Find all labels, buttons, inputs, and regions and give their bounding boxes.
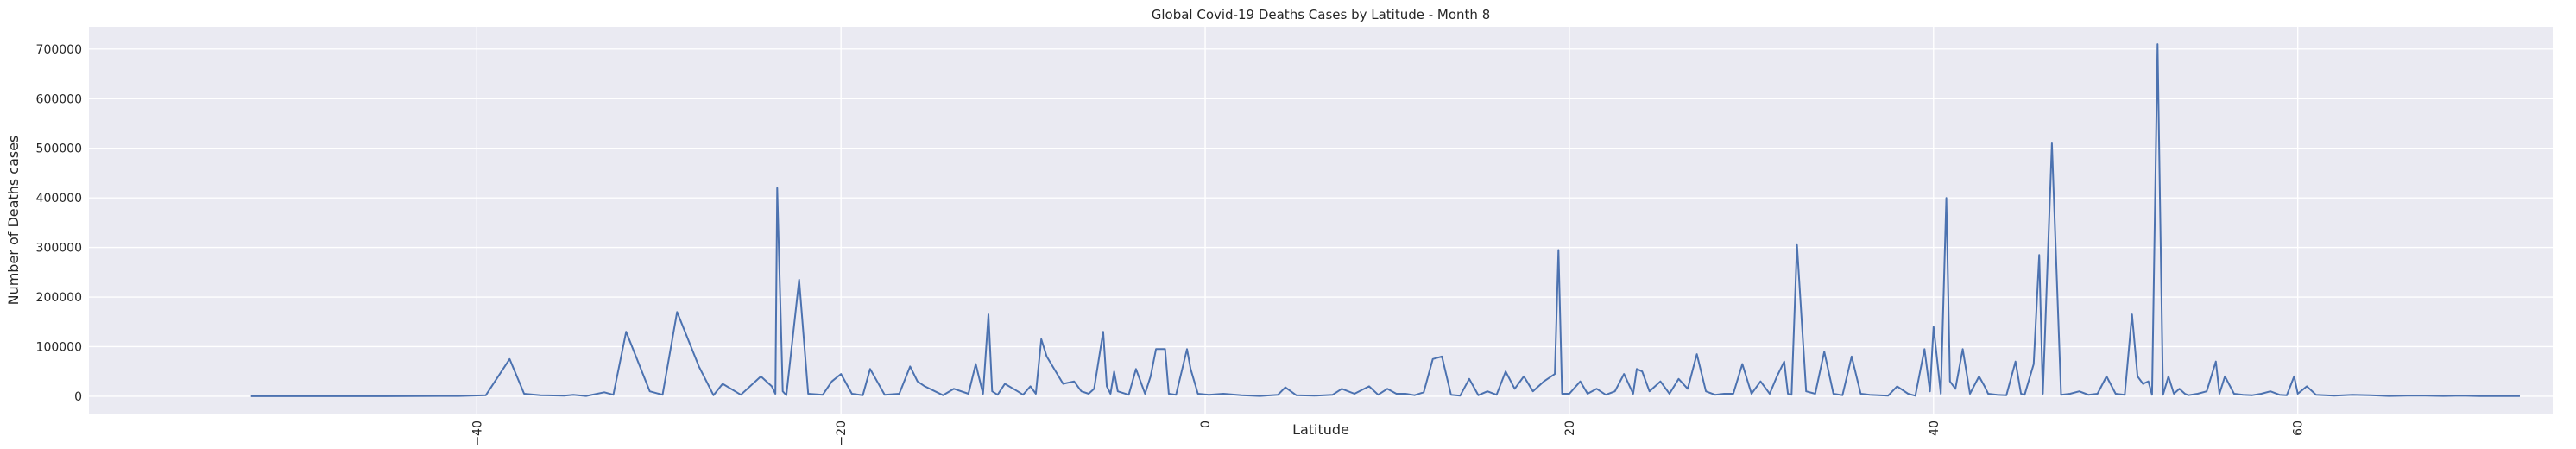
x-tick-labels: −40 −20 0 20 40 60: [470, 421, 2305, 446]
x-tick-label: 20: [1563, 421, 1577, 436]
gridlines: [89, 27, 2553, 414]
x-tick-label: −20: [835, 421, 849, 446]
y-tick-label: 500000: [36, 142, 82, 156]
series-line: [250, 43, 2521, 397]
y-tick-label: 300000: [36, 242, 82, 256]
x-tick-label: 60: [2292, 421, 2306, 436]
y-tick-labels: 0 100000 200000 300000 400000 500000 600000 700…: [36, 43, 82, 404]
plot-background: [89, 27, 2553, 414]
x-axis-label: Latitude: [1292, 421, 1349, 438]
y-tick-label: 200000: [36, 291, 82, 305]
y-tick-label: 400000: [36, 192, 82, 206]
y-tick-label: 700000: [36, 43, 82, 57]
x-tick-label: −40: [470, 421, 484, 446]
x-tick-label: 40: [1928, 421, 1941, 436]
chart-title: Global Covid-19 Deaths Cases by Latitude…: [1152, 7, 1491, 22]
y-tick-label: 100000: [36, 340, 82, 354]
y-tick-label: 600000: [36, 92, 82, 106]
x-tick-label: 0: [1199, 421, 1213, 428]
y-axis-label: Number of Deaths cases: [5, 136, 22, 306]
y-tick-label: 0: [74, 390, 82, 404]
